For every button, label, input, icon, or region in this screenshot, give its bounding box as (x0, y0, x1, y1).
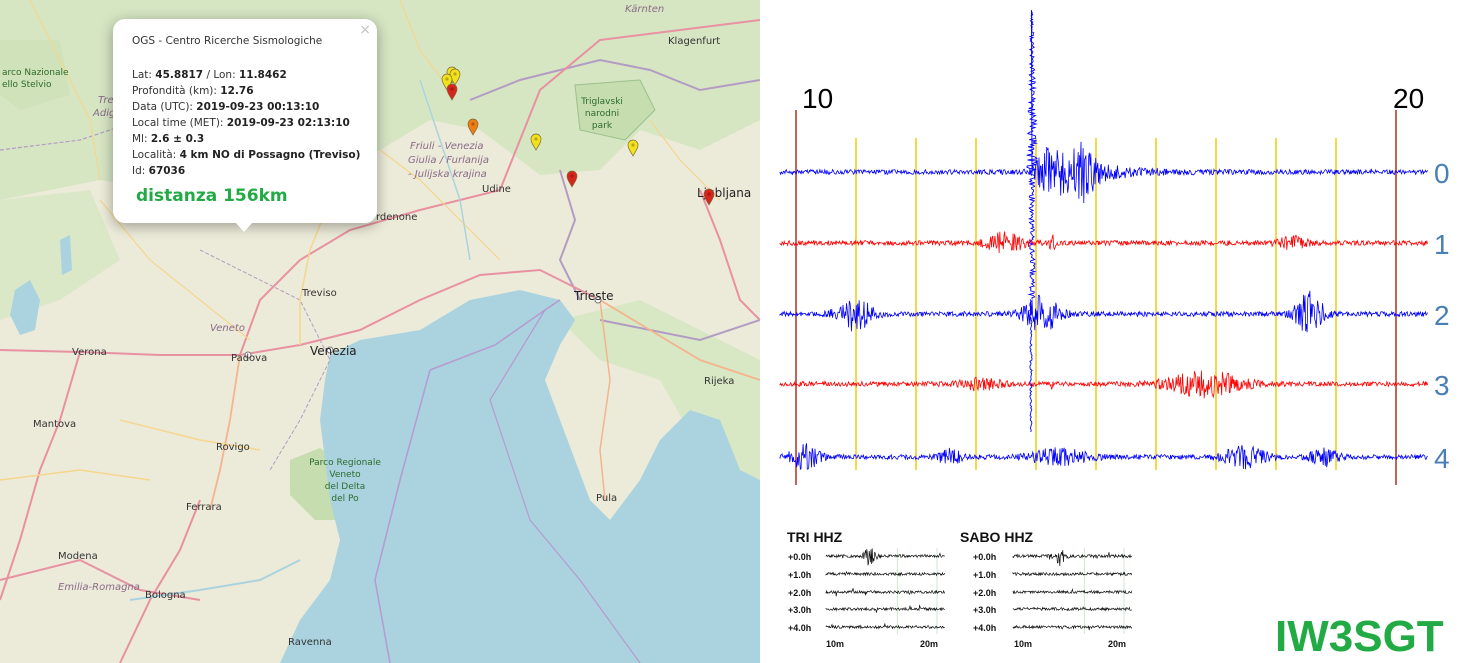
map-label-treviso: Treviso (302, 288, 337, 299)
map-label-pordenone: rdenone (376, 212, 418, 223)
popup-latlon: Lat: 45.8817 / Lon: 11.8462 (132, 69, 287, 81)
mini-helicorders (825, 548, 1133, 634)
map-tiles[interactable] (0, 0, 760, 663)
map-label-rijeka: Rijeka (704, 376, 735, 387)
station-callsign: IW3SGT (1275, 612, 1444, 661)
map-label-karnten: Kärnten (625, 4, 665, 15)
popup-details: Lat: 45.8817 / Lon: 11.8462 Profondità (… (132, 67, 360, 179)
popup-lat: 45.8817 (155, 69, 204, 81)
mini-x-end: 20m (920, 639, 939, 649)
mini-row-label: +4.0h (973, 623, 997, 633)
map-label-venezia: Venezia (310, 344, 357, 358)
mini-row-label: +0.0h (973, 552, 997, 562)
seismic-trace (779, 231, 1428, 254)
map-label-ferrara: Ferrara (186, 502, 222, 513)
map-label-parco-po-4: del Po (331, 494, 359, 504)
map-label-ravenna: Ravenna (288, 637, 332, 648)
time-grid (795, 110, 1397, 485)
map-label-mantova: Mantova (33, 419, 77, 430)
mini-trace (825, 548, 945, 566)
popup-location: Località: 4 km NO di Possagno (Treviso) (132, 149, 361, 161)
mini-row-label: +2.0h (973, 588, 997, 598)
map-label-triglav-3: park (591, 121, 613, 131)
map-label-friuli-2: Giulia / Furlanija (408, 155, 490, 166)
map-label-veneto: Veneto (210, 323, 245, 334)
trace-label: 0 (1434, 158, 1450, 189)
map-label-trieste: Trieste (574, 289, 614, 303)
mini-trace (825, 604, 945, 613)
trace-label: 3 (1434, 370, 1450, 401)
minute-label-start: 10 (802, 83, 833, 114)
minute-label-end: 20 (1393, 83, 1424, 114)
map-label-ljubljana: Ljubljana (697, 186, 752, 200)
map-label-bologna: Bologna (145, 590, 186, 601)
map-label-modena: Modena (58, 551, 98, 562)
mini-trace (825, 623, 946, 630)
mini-title-sabo: SABO HHZ (960, 529, 1034, 545)
map-label-parco-po-3: del Delta (324, 482, 366, 492)
mini-trace (1012, 587, 1133, 595)
mini-row-label: +1.0h (788, 570, 812, 580)
trace-label: 1 (1434, 229, 1450, 260)
mini-trace (1012, 571, 1133, 577)
map-label-triglav-1: Triglavski (581, 97, 623, 107)
seismic-trace (779, 443, 1428, 470)
popup-lon: 11.8462 (238, 69, 287, 81)
event-popup: × OGS - Centro Ricerche Sismologiche Lat… (113, 19, 377, 232)
popup-depth: Profondità (km): 12.76 (132, 85, 254, 97)
mini-trace (825, 570, 946, 577)
mini-trace (1012, 624, 1133, 631)
trace-label: 2 (1434, 300, 1450, 331)
seismic-trace (779, 370, 1428, 399)
mini-x-start: 10m (826, 639, 845, 649)
trace-labels: 0 1 2 3 4 (1434, 158, 1450, 474)
main-event-tail (1029, 299, 1033, 433)
mini-trace (825, 588, 946, 597)
mini-row-label: +3.0h (973, 605, 997, 615)
map-label-emilia: Emilia-Romagna (58, 582, 140, 593)
map-label-klagenfurt: Klagenfurt (668, 36, 721, 47)
close-icon[interactable]: × (359, 22, 371, 38)
earthquake-map[interactable]: Kärnten Klagenfurt arco Nazionale ello S… (0, 0, 760, 663)
mini-row-label: +3.0h (788, 605, 812, 615)
map-label-padova: Padova (231, 353, 268, 364)
mini-x-start: 10m (1014, 639, 1033, 649)
map-label-verona: Verona (72, 347, 107, 358)
map-label-friuli-1: Friuli - Venezia (410, 141, 484, 152)
mini-row-label: +4.0h (788, 623, 812, 633)
popup-date: Data (UTC): 2019-09-23 00:13:10 (132, 101, 320, 113)
mini-trace (1012, 550, 1133, 567)
map-label-trentino-2: Adig (93, 108, 116, 119)
seismic-trace (779, 290, 1428, 333)
seismogram-panel: 10 20 0 1 2 3 4 TRI HHZ SABO HHZ +0.0h +1.0h… (760, 0, 1466, 663)
map-label-rovigo: Rovigo (216, 442, 250, 453)
mini-trace (1012, 606, 1132, 612)
popup-id: Id: 67036 (132, 165, 186, 177)
map-label-pula: Pula (596, 493, 618, 504)
main-event-spike (1026, 9, 1039, 300)
mini-title-tri: TRI HHZ (787, 529, 843, 545)
map-label-trentino-1: Tre (98, 95, 114, 106)
mini-row-label: +0.0h (788, 552, 812, 562)
map-label-parco-stelvio-2: ello Stelvio (2, 80, 52, 90)
mini-x-end: 20m (1108, 639, 1127, 649)
map-label-friuli-3: - Julijska krajina (408, 169, 487, 180)
seismic-trace (779, 141, 1428, 204)
popup-source: OGS - Centro Ricerche Sismologiche (132, 35, 323, 47)
map-label-parco-stelvio-1: arco Nazionale (2, 68, 69, 78)
map-label-udine: Udine (482, 184, 511, 195)
popup-local: Local time (MET): 2019-09-23 02:13:10 (132, 117, 350, 129)
mini-row-label: +2.0h (788, 588, 812, 598)
seismic-traces (779, 9, 1428, 470)
popup-ml: Ml: 2.6 ± 0.3 (132, 133, 205, 145)
map-label-triglav-2: narodni (584, 109, 620, 119)
popup-distance: distanza 156km (136, 186, 288, 206)
helicorder: 10 20 0 1 2 3 4 (779, 9, 1450, 485)
trace-label: 4 (1434, 443, 1450, 474)
mini-row-label: +1.0h (973, 570, 997, 580)
map-label-parco-po-1: Parco Regionale (309, 458, 381, 468)
map-label-parco-po-2: Veneto (329, 470, 361, 480)
